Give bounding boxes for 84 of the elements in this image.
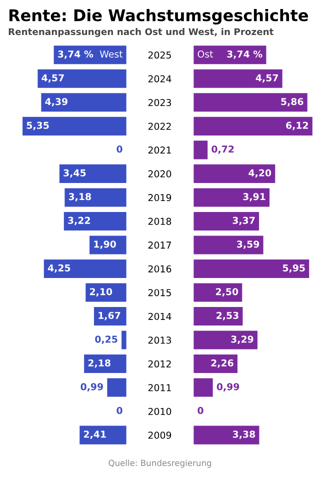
data-label: 0,25 <box>95 336 118 344</box>
series-label: West <box>100 50 123 58</box>
data-label: 3,74 % <box>227 50 262 59</box>
y-tick-label: 2022 <box>148 122 171 130</box>
y-tick-label: 2018 <box>148 218 172 225</box>
bar <box>194 283 242 302</box>
bar <box>64 212 126 230</box>
bar <box>194 354 238 374</box>
bar <box>59 164 126 183</box>
bar <box>194 93 308 112</box>
data-label: 2,53 <box>216 312 238 320</box>
data-label: 0 <box>116 406 122 414</box>
data-label: 2,26 <box>211 359 234 368</box>
y-tick-label: 2020 <box>148 170 172 178</box>
bar <box>64 188 126 207</box>
data-label: 2,10 <box>90 288 112 296</box>
chart-subtitle: Rentenanpassungen nach Ost und West, in Prozent <box>8 28 274 37</box>
bar <box>194 164 276 183</box>
bar <box>41 93 126 112</box>
y-tick-label: 2013 <box>148 336 171 344</box>
y-tick-label: 2015 <box>148 289 171 296</box>
data-label: 4,57 <box>42 74 64 83</box>
data-label: 0,99 <box>80 383 103 392</box>
y-tick-label: 2014 <box>148 312 172 320</box>
bar <box>44 259 126 278</box>
bar <box>194 426 260 444</box>
bar <box>38 69 126 88</box>
y-tick-label: 2024 <box>148 75 172 82</box>
data-label: 5,95 <box>282 264 305 273</box>
data-label: 0,72 <box>212 146 234 154</box>
y-tick-label: 2016 <box>148 265 172 272</box>
bar <box>194 259 310 278</box>
data-label: 3,45 <box>64 169 86 178</box>
bar <box>122 330 126 350</box>
data-label: 4,39 <box>45 98 68 106</box>
y-tick-label: 2025 <box>148 51 171 59</box>
bar <box>107 378 126 397</box>
bar <box>86 283 126 302</box>
data-label: 3,59 <box>237 240 260 249</box>
bar <box>194 378 213 397</box>
y-tick-label: 2017 <box>148 242 171 249</box>
bar <box>194 236 264 254</box>
data-label: 5,35 <box>26 122 49 130</box>
data-label: 2,41 <box>84 430 106 439</box>
bar <box>80 426 126 444</box>
y-tick-label: 2021 <box>148 146 171 154</box>
bar <box>194 140 208 160</box>
source-note: Quelle: Bundesregierung <box>108 460 212 468</box>
data-label: 3,29 <box>231 336 254 344</box>
data-label: 0 <box>116 146 122 153</box>
bar <box>22 116 126 136</box>
data-label: 6,12 <box>286 122 308 130</box>
y-tick-label: 2012 <box>148 360 171 368</box>
data-label: 3,91 <box>243 193 266 202</box>
bar <box>194 306 243 326</box>
y-tick-label: 2019 <box>148 194 172 202</box>
y-tick-label: 2009 <box>148 432 172 439</box>
data-label: 4,57 <box>256 74 278 83</box>
data-label: 3,37 <box>232 216 255 226</box>
data-label: 3,22 <box>68 216 90 226</box>
data-label: 0,99 <box>216 383 240 392</box>
data-label: 3,18 <box>68 193 91 202</box>
bar <box>194 116 312 136</box>
data-label: 1,67 <box>98 312 120 320</box>
data-label: 1,90 <box>94 240 116 249</box>
y-tick-label: 2010 <box>148 408 172 416</box>
bar <box>194 212 260 230</box>
text: Rente: Die Wachstumsgeschichte <box>9 8 308 25</box>
bar <box>194 188 270 207</box>
data-label: 0 <box>198 406 204 414</box>
y-tick-label: 2023 <box>148 98 171 106</box>
data-label: 3,38 <box>232 430 256 439</box>
bar <box>194 46 266 64</box>
data-label: 2,50 <box>216 288 238 296</box>
data-label: 2,18 <box>88 359 110 368</box>
data-label: 4,20 <box>248 169 272 178</box>
bar <box>194 330 258 350</box>
bar <box>84 354 126 374</box>
y-tick-label: 2011 <box>148 384 171 392</box>
series-label: Ost <box>198 50 214 58</box>
data-label: 3,74 % <box>58 50 94 59</box>
bar <box>194 69 282 88</box>
data-label: 4,25 <box>48 264 70 273</box>
data-label: 5,86 <box>281 98 304 106</box>
